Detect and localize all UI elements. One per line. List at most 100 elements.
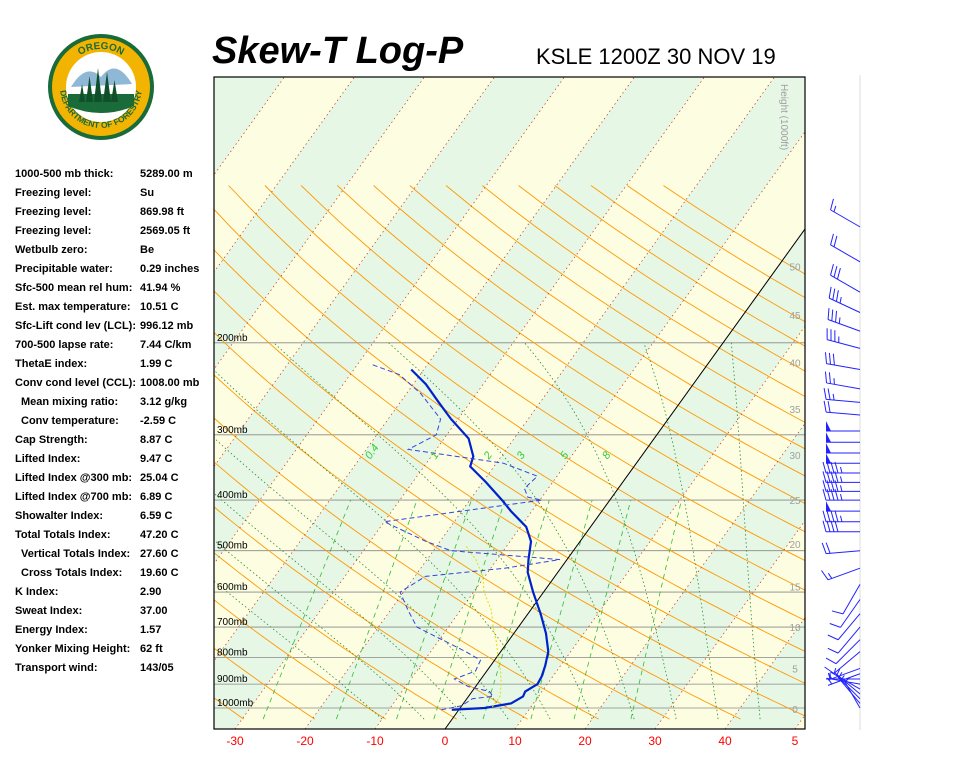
moist-adiabat bbox=[643, 342, 719, 720]
wind-full-barb bbox=[823, 388, 827, 400]
wind-full-barb bbox=[821, 542, 827, 554]
wind-full-barb bbox=[821, 570, 829, 581]
index-value: 0.29 inches bbox=[140, 263, 200, 275]
wind-half-barb bbox=[840, 476, 843, 483]
wind-full-barb bbox=[830, 520, 835, 532]
index-label: Cap Strength: bbox=[15, 434, 88, 446]
height-tick-label: 15 bbox=[789, 582, 801, 593]
x-tick-label: 40 bbox=[718, 734, 732, 748]
dry-adiabat bbox=[214, 417, 670, 720]
wind-barb bbox=[835, 639, 861, 665]
index-value: 37.00 bbox=[140, 605, 168, 617]
x-tick-label: 5 bbox=[792, 734, 799, 748]
wind-barb bbox=[830, 671, 861, 690]
temperature-band bbox=[214, 77, 705, 729]
wind-full-barb bbox=[824, 352, 828, 364]
profile-series-1 bbox=[371, 363, 561, 711]
index-row: Freezing level: 869.98 ft bbox=[15, 206, 215, 225]
temperature-band bbox=[235, 77, 775, 729]
moist-adiabat bbox=[214, 492, 467, 720]
index-value: 2.90 bbox=[140, 586, 162, 598]
index-value: 9.47 C bbox=[140, 453, 173, 465]
index-row: Showalter Index: 6.59 C bbox=[15, 510, 215, 529]
mixing-ratio-line bbox=[396, 499, 472, 720]
wind-barb bbox=[837, 677, 861, 704]
index-value: 869.98 ft bbox=[140, 206, 185, 218]
wind-flag bbox=[826, 501, 831, 512]
wind-full-barb bbox=[830, 263, 834, 276]
index-row: 1000-500 mb thick: 5289.00 m bbox=[15, 168, 215, 187]
wind-full-barb bbox=[828, 372, 831, 384]
index-value: 27.60 C bbox=[140, 548, 179, 560]
index-row: Freezing level: 2569.05 ft bbox=[15, 225, 215, 244]
index-value: 996.12 mb bbox=[140, 320, 194, 332]
wind-full-barb bbox=[830, 461, 835, 474]
wind-barb bbox=[826, 398, 861, 403]
wind-full-barb bbox=[830, 510, 835, 522]
height-tick-label: 25 bbox=[789, 496, 801, 507]
wind-full-barb bbox=[827, 634, 839, 641]
x-tick-label: -30 bbox=[226, 734, 244, 748]
index-label: Transport wind: bbox=[15, 662, 98, 674]
mixing-ratio-line bbox=[335, 499, 418, 720]
wind-full-barb bbox=[832, 288, 836, 300]
wind-full-barb bbox=[826, 520, 831, 532]
index-value: 47.20 C bbox=[140, 529, 179, 541]
index-row: Lifted Index: 9.47 C bbox=[15, 453, 215, 472]
pressure-label: 1000mb bbox=[217, 698, 254, 709]
dry-adiabat bbox=[214, 374, 741, 720]
height-tick-label: 50 bbox=[789, 263, 801, 274]
isotherm-line bbox=[214, 77, 565, 565]
wind-half-barb bbox=[832, 393, 835, 401]
x-tick-label: 0 bbox=[442, 734, 449, 748]
chart-title: Skew-T Log-P bbox=[212, 30, 464, 72]
dry-adiabat bbox=[214, 208, 805, 621]
index-label: Sweat Index: bbox=[15, 605, 83, 617]
svg-text:OREGON: OREGON bbox=[76, 41, 126, 58]
index-label: Energy Index: bbox=[15, 624, 88, 636]
pressure-label: 400mb bbox=[217, 490, 248, 501]
wind-half-barb bbox=[827, 573, 833, 579]
wind-barb bbox=[830, 274, 861, 293]
wind-full-barb bbox=[830, 233, 834, 245]
mixing-ratio-line bbox=[262, 499, 352, 720]
index-row: Total Totals Index: 47.20 C bbox=[15, 529, 215, 548]
wind-full-barb bbox=[826, 461, 831, 474]
moist-adiabat bbox=[524, 342, 677, 720]
wind-barb bbox=[837, 613, 861, 641]
wind-full-barb bbox=[823, 400, 827, 413]
mixing-ratio-line bbox=[433, 499, 506, 720]
temperature-band bbox=[214, 77, 215, 78]
wind-barb bbox=[827, 673, 861, 686]
index-label: Freezing level: bbox=[15, 187, 92, 199]
stability-indices-panel: 1000-500 mb thick: 5289.00 m Freezing leve… bbox=[15, 168, 215, 681]
pressure-label: 200mb bbox=[217, 333, 248, 344]
wind-full-barb bbox=[824, 666, 835, 674]
wind-full-barb bbox=[822, 461, 827, 474]
wind-barb bbox=[840, 599, 861, 628]
index-value: 6.89 C bbox=[140, 491, 173, 503]
index-row: Lifted Index @700 mb: 6.89 C bbox=[15, 491, 215, 510]
isotherm-line bbox=[214, 77, 635, 662]
wind-full-barb bbox=[828, 286, 832, 299]
index-value: -2.59 C bbox=[140, 415, 177, 427]
wind-full-barb bbox=[828, 352, 831, 365]
x-tick-label: 10 bbox=[508, 734, 522, 748]
wind-full-barb bbox=[833, 265, 838, 278]
wind-full-barb bbox=[822, 510, 827, 522]
isotherm-line bbox=[304, 77, 775, 729]
index-row: Sfc-Lift cond lev (LCL): 996.12 mb bbox=[15, 320, 215, 339]
index-label: Sfc-Lift cond lev (LCL): bbox=[15, 320, 136, 332]
index-label: 700-500 lapse rate: bbox=[15, 339, 114, 351]
wind-full-barb bbox=[834, 510, 839, 522]
index-label: Mean mixing ratio: bbox=[21, 396, 119, 408]
index-row: Sfc-500 mean rel hum: 41.94 % bbox=[15, 282, 215, 301]
wind-barb bbox=[826, 550, 861, 555]
dry-adiabat bbox=[0, 186, 173, 720]
moist-adiabat bbox=[388, 342, 635, 720]
height-tick-label: 40 bbox=[789, 358, 801, 369]
index-row: Mean mixing ratio: 3.12 g/kg bbox=[15, 396, 215, 415]
index-row: K Index: 2.90 bbox=[15, 586, 215, 605]
index-row: Wetbulb zero: Be bbox=[15, 244, 215, 263]
index-row: Yonker Mixing Height: 62 ft bbox=[15, 643, 215, 662]
